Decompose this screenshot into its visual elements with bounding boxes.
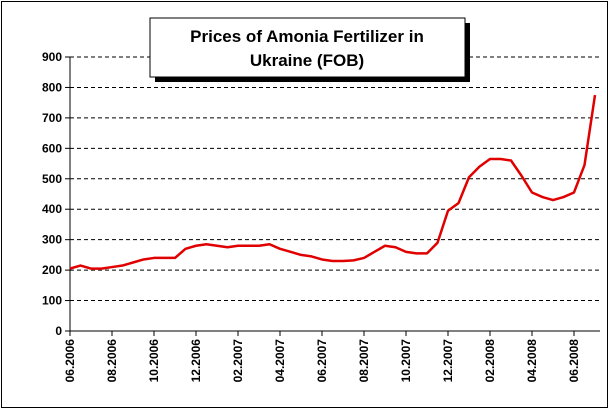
y-tick-label: 200 [42,263,62,277]
x-tick-label: 12.2007 [441,339,455,383]
x-tick-label: 10.2007 [399,339,413,383]
chart-title: Prices of Amonia Fertilizer in [190,27,424,46]
x-tick-label: 06.2008 [567,339,581,383]
line-series [69,94,597,270]
y-tick-label: 100 [42,294,62,308]
title-box [149,17,466,78]
y-tick-label: 300 [42,233,62,247]
y-tick-label: 400 [42,202,62,216]
x-tick-label: 12.2006 [189,339,203,383]
y-tick-label: 700 [42,111,62,125]
x-tick-label: 08.2007 [357,339,371,383]
x-tick-label: 06.2007 [315,339,329,383]
y-tick-label: 900 [42,50,62,64]
x-tick-label: 10.2006 [147,339,161,383]
x-tick-label: 04.2008 [525,339,539,383]
y-tick-label: 500 [42,172,62,186]
x-tick-label: 08.2006 [105,339,119,383]
x-tick-label: 06.2006 [63,339,77,383]
x-tick-label: 04.2007 [273,339,287,383]
x-tick-label: 02.2007 [231,339,245,383]
chart-title: Ukraine (FOB) [250,51,364,70]
y-tick-label: 800 [42,80,62,94]
y-tick-label: 0 [55,324,62,338]
x-tick-label: 02.2008 [483,339,497,383]
y-tick-label: 600 [42,141,62,155]
